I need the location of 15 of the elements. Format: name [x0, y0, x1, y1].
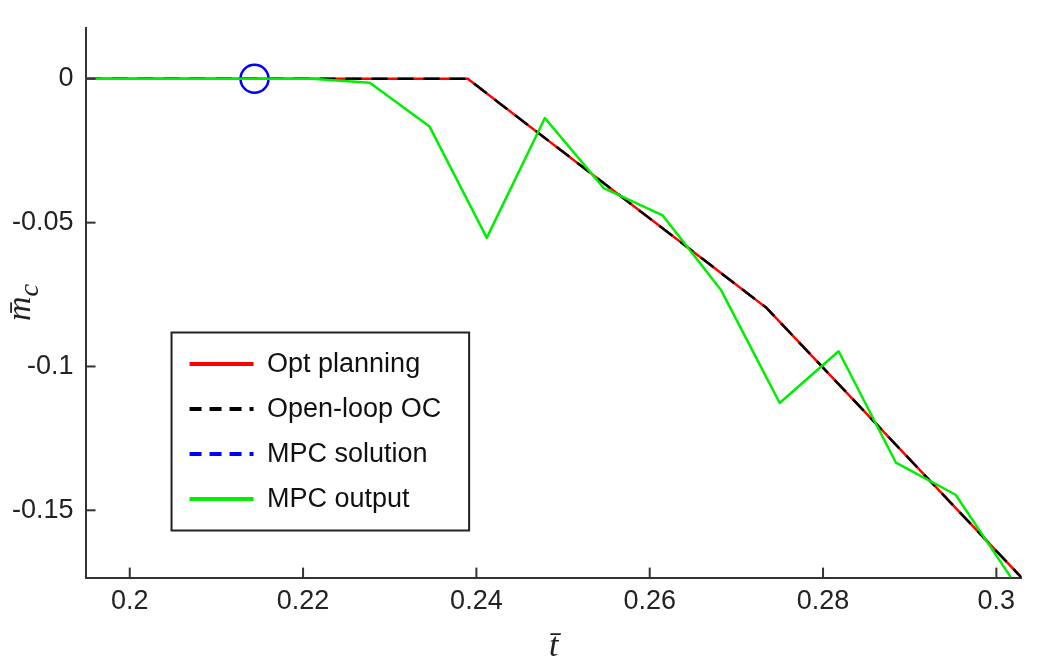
x-tick-label: 0.28 [796, 585, 850, 616]
x-tick-label: 0.24 [450, 585, 503, 616]
x-tick-label: 0.22 [276, 585, 330, 616]
y-tick-label: -0.05 [11, 206, 74, 237]
legend-label: MPC solution [267, 437, 428, 468]
y-tick-label: -0.15 [11, 493, 74, 524]
legend-label: Open-loop OC [267, 392, 442, 423]
legend-label: MPC output [267, 482, 411, 513]
y-tick-label: -0.1 [27, 349, 74, 380]
x-tick-label: 0.2 [110, 585, 149, 616]
x-tick-label: 0.3 [977, 585, 1016, 616]
x-tick-label: 0.26 [623, 585, 676, 616]
legend-label: Opt planning [267, 347, 421, 378]
y-tick-label: 0 [58, 62, 74, 93]
x-axis-title: t̄ [549, 626, 559, 664]
